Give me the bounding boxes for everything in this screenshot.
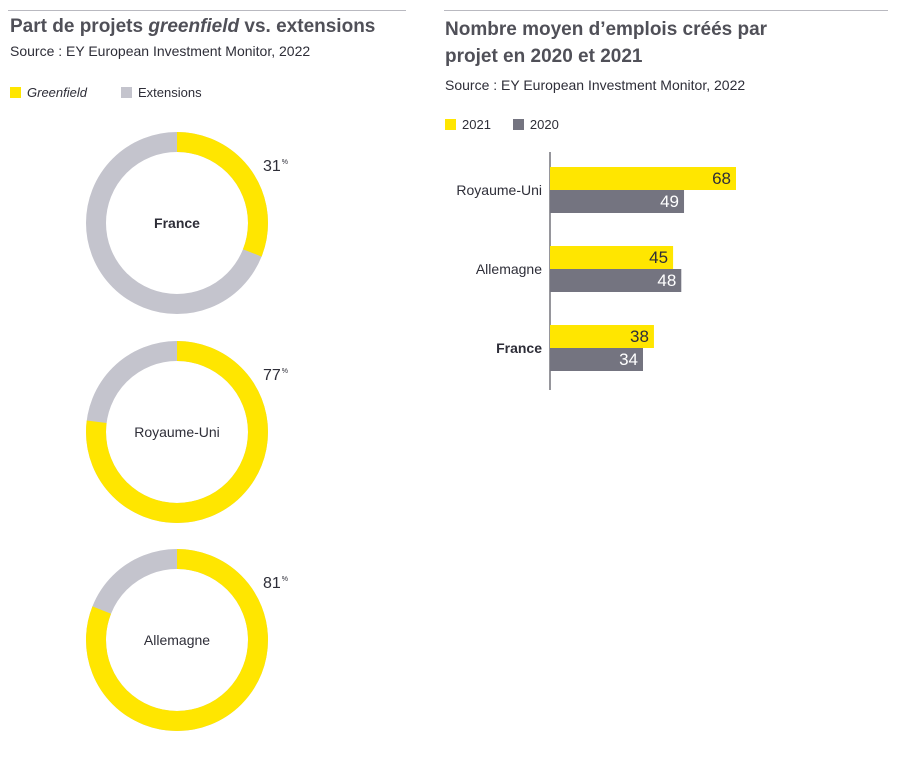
donut-value-label: 31: [263, 158, 281, 175]
title-part-2: vs. extensions: [239, 16, 376, 37]
jobs-chart-title: Nombre moyen d’emplois créés par projet …: [445, 16, 767, 70]
legend-item-2021: 2021: [445, 117, 491, 132]
legend-swatch-2021: [445, 119, 456, 130]
bar-2021: [550, 167, 736, 190]
title-part-1: Part de projets: [10, 16, 149, 37]
donut-slice-greenfield: [86, 132, 268, 314]
bar-value-label-2021: 68: [712, 169, 731, 188]
bar-2020: [550, 269, 682, 292]
greenfield-panel: Part de projets greenfield vs. extension…: [8, 0, 406, 758]
bar-2020: [550, 190, 685, 213]
category-label: Royaume-Uni: [456, 182, 542, 198]
legend-label-greenfield: Greenfield: [27, 85, 87, 100]
greenfield-source: Source : EY European Investment Monitor,…: [10, 43, 311, 59]
bar-value-label-2021: 45: [649, 248, 668, 267]
legend-label-2020: 2020: [529, 117, 559, 132]
title-line-2: projet en 2020 et 2021: [445, 46, 643, 67]
donut-charts: France 31 % Royaume-Uni 77 % Allemagne 81%: [86, 132, 288, 731]
jobs-panel: Nombre moyen d’emplois créés par projet …: [444, 0, 888, 420]
donut-center-label: Royaume-Uni: [134, 424, 220, 440]
legend-item-greenfield: Greenfield: [10, 85, 87, 100]
legend-label-extensions: Extensions: [137, 85, 202, 100]
jobs-legend: 2021 2020: [445, 117, 593, 132]
title-line-1: Nombre moyen d’emplois créés par: [445, 19, 768, 40]
title-italic: greenfield: [148, 16, 240, 37]
donut-value-label: 81: [263, 575, 281, 592]
bar-group-allemagne: Allemagne 45 48: [476, 246, 682, 292]
greenfield-chart-title: Part de projets greenfield vs. extension…: [10, 13, 375, 40]
top-rule: [8, 10, 406, 11]
bar-group-france: France 38 34: [496, 325, 654, 371]
donut-slice-greenfield: [86, 549, 268, 731]
top-rule: [444, 10, 888, 11]
donut-france: France 31%: [86, 132, 288, 314]
legend-swatch-2020: [512, 119, 524, 130]
legend-item-2020: 2020: [512, 117, 559, 132]
bar-2021: [550, 246, 674, 269]
bar-value-label-2020: 34: [619, 350, 638, 369]
donut-allemagne: Allemagne 81%: [86, 549, 288, 731]
bar-2020: [550, 348, 643, 371]
legend-swatch-greenfield: [10, 87, 21, 98]
bar-group-royaume-uni: Royaume-Uni 68 49: [456, 167, 736, 213]
donut-percent-sign: %: [282, 368, 288, 375]
greenfield-legend: Greenfield Extensions: [10, 85, 236, 100]
bar-2021: [550, 325, 654, 348]
donut-center-label: France: [154, 215, 200, 231]
category-label: Allemagne: [476, 261, 542, 277]
category-label: France: [496, 340, 542, 356]
bar-value-label-2021: 38: [630, 327, 649, 346]
donut-royaume-uni: Royaume-Uni 77%: [86, 341, 288, 523]
donut-percent-sign: %: [282, 159, 288, 166]
donut-center-label: Allemagne: [144, 632, 210, 648]
legend-label-2021: 2021: [462, 117, 491, 132]
jobs-source: Source : EY European Investment Monitor,…: [445, 77, 746, 93]
jobs-bar-chart: Royaume-Uni 68 49 Allemagne 45 48 France 38 34: [456, 152, 736, 390]
legend-item-extensions: Extensions: [120, 85, 202, 100]
donut-slice-greenfield: [86, 341, 268, 523]
bar-value-label-2020: 49: [660, 192, 679, 211]
donut-percent-sign: %: [282, 576, 288, 583]
bar-value-label-2020: 48: [657, 271, 676, 290]
legend-swatch-extensions: [120, 87, 132, 98]
donut-value-label: 77: [263, 367, 281, 384]
